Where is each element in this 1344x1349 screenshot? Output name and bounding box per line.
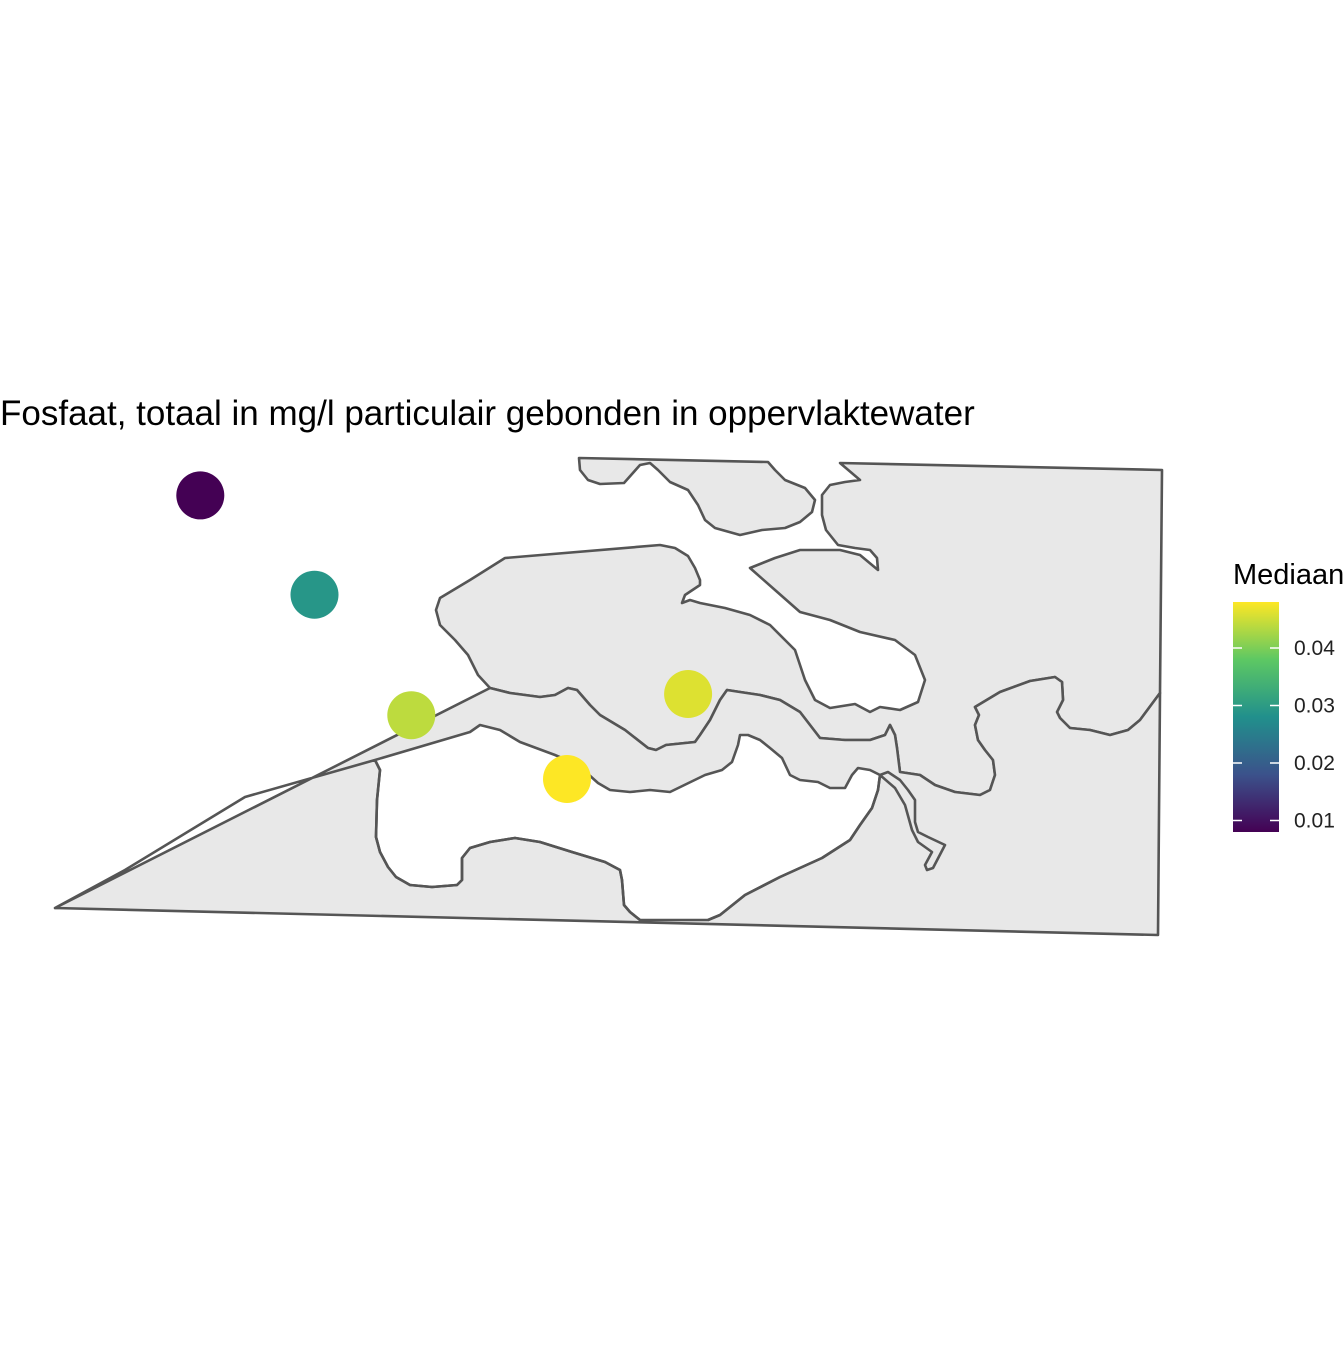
boundary-east bbox=[707, 774, 882, 922]
boundary-lines bbox=[373, 759, 882, 922]
legend-tick-label: 0.01 bbox=[1294, 810, 1335, 833]
station-point bbox=[543, 755, 591, 803]
map-title: Fosfaat, totaal in mg/l particulair gebo… bbox=[0, 394, 975, 433]
station-point bbox=[664, 670, 713, 718]
legend-ticks: 0.01 0.02 0.03 0.04 bbox=[1233, 637, 1335, 833]
boundary-west bbox=[373, 759, 641, 922]
legend-title: Mediaan bbox=[1233, 559, 1344, 591]
legend-colorbar bbox=[1233, 602, 1279, 832]
station-point bbox=[176, 471, 225, 520]
land-goeree-overflakkee bbox=[577, 456, 817, 537]
station-markers bbox=[176, 471, 713, 803]
legend-tick-label: 0.02 bbox=[1294, 752, 1335, 775]
legend: Mediaan 0.01 0.02 0.03 0.04 bbox=[1233, 559, 1344, 833]
station-point bbox=[290, 570, 339, 619]
legend-tick-label: 0.03 bbox=[1294, 695, 1335, 718]
station-point bbox=[387, 691, 436, 740]
legend-tick-label: 0.04 bbox=[1294, 637, 1335, 660]
